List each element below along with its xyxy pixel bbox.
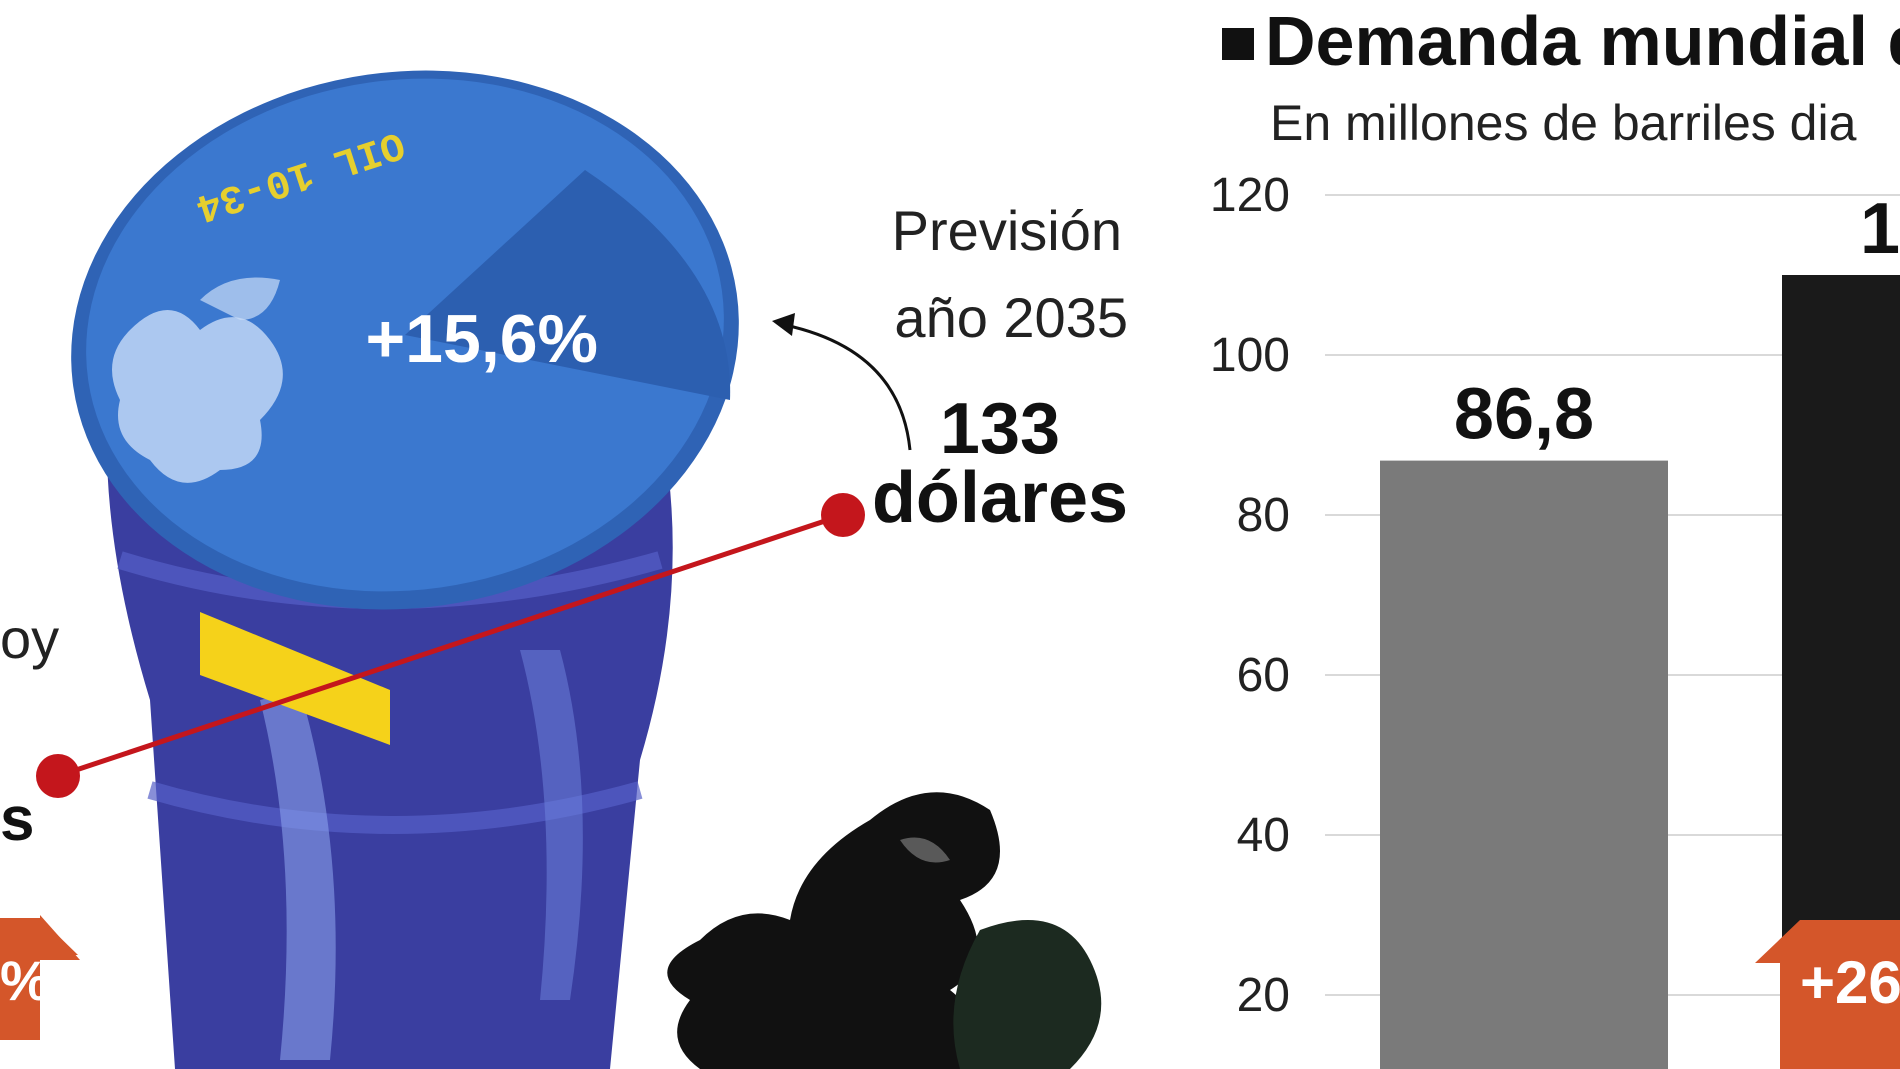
price-connector (36, 493, 865, 798)
price-connector-line (57, 512, 844, 779)
barrel-yellow-label (200, 612, 390, 745)
price-dot-2035 (821, 493, 865, 537)
today-unit-fragment: s (0, 785, 34, 854)
barrel-highlight (260, 690, 336, 1060)
increase-arrow-label: +26 (1800, 949, 1900, 1016)
bar-1 (1380, 460, 1668, 1069)
chart-y-ticks: 120 100 80 60 40 20 (1210, 169, 1290, 1022)
chart-bar-labels: 86,81 (1454, 189, 1900, 455)
oil-spill-illustration (667, 792, 1102, 1069)
today-label-fragment: oy (0, 607, 59, 670)
today-arrow-body (0, 920, 40, 1040)
oil-barrel-illustration: OIL 10-34 +15,6% (71, 70, 739, 1069)
y-tick-label: 80 (1237, 489, 1290, 542)
y-tick-label: 20 (1237, 969, 1290, 1022)
forecast-unit: dólares (872, 458, 1128, 538)
forecast-value: 133 (940, 389, 1060, 469)
y-tick-label: 120 (1210, 169, 1290, 222)
today-arrow-head (40, 915, 80, 960)
lid-splash (112, 310, 283, 483)
increase-percent-label: +15,6% (365, 301, 598, 377)
oil-spill-shine (900, 837, 950, 863)
y-tick-label: 60 (1237, 649, 1290, 702)
increase-arrow-shape (1755, 920, 1900, 1069)
forecast-pointer-curve (784, 323, 912, 451)
forecast-pointer (772, 313, 912, 451)
title-marker (1222, 28, 1254, 60)
forecast-pointer-head (772, 313, 795, 336)
oil-spill-blob (667, 792, 1000, 1069)
increase-arrow-badge: +26 (1755, 920, 1900, 1069)
lid-splash-2 (200, 277, 280, 320)
bar-value-label-1: 86,8 (1454, 375, 1594, 455)
oil-spill-blob-2 (953, 920, 1102, 1069)
demand-chart: Demanda mundial d En millones de barrile… (1210, 2, 1900, 1069)
chart-subtitle: En millones de barriles dia (1270, 95, 1857, 151)
today-arrow-fragment: % (0, 949, 50, 1012)
forecast-label-line2: año 2035 (894, 286, 1128, 349)
y-tick-label: 40 (1237, 809, 1290, 862)
increase-pie-slice (405, 170, 731, 400)
chart-title: Demanda mundial d (1265, 2, 1900, 80)
bar-value-label-2: 1 (1860, 189, 1900, 269)
barrel-highlight-right (520, 650, 583, 1000)
forecast-label-line1: Previsión (892, 199, 1122, 262)
today-arrow-badge: % (0, 915, 80, 1040)
y-tick-label: 100 (1210, 329, 1290, 382)
price-dot-today (36, 754, 80, 798)
